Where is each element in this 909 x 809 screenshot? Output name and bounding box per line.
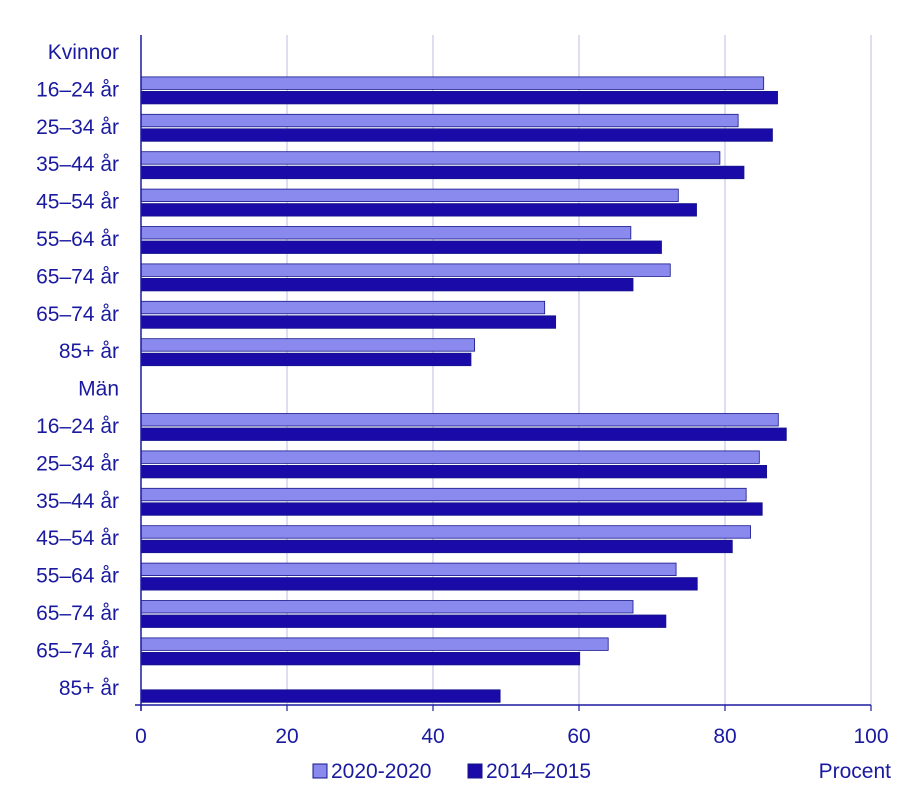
category-label: Män bbox=[78, 378, 119, 401]
x-axis-title: Procent bbox=[819, 760, 892, 783]
bar bbox=[140, 450, 760, 464]
category-label: 35–44 år bbox=[36, 490, 119, 513]
bar bbox=[140, 413, 779, 427]
bar bbox=[140, 188, 679, 203]
gridlines bbox=[286, 35, 872, 705]
category-labels: Kvinnor 16–24 år 25–34 år 35–44 år 45–54 år 5… bbox=[36, 41, 119, 700]
bar bbox=[140, 113, 739, 128]
bar bbox=[140, 614, 667, 628]
bar bbox=[140, 652, 581, 666]
legend-label-2020: 2020-2020 bbox=[331, 760, 431, 783]
x-tick-label: 80 bbox=[713, 725, 736, 748]
bar bbox=[140, 203, 697, 217]
category-label: 16–24 år bbox=[36, 78, 119, 101]
axes bbox=[135, 35, 872, 711]
legend: 2020-2020 2014–2015 bbox=[312, 760, 591, 783]
bars bbox=[140, 76, 787, 703]
bar bbox=[140, 689, 501, 703]
legend-label-2014: 2014–2015 bbox=[486, 760, 591, 783]
bar bbox=[140, 427, 787, 441]
bar bbox=[140, 539, 733, 554]
bar bbox=[140, 76, 765, 90]
bar bbox=[140, 338, 476, 352]
category-label: 25–34 år bbox=[36, 116, 119, 139]
bar bbox=[140, 128, 773, 142]
bar bbox=[140, 277, 634, 292]
category-label: 45–54 år bbox=[36, 191, 119, 214]
bar bbox=[140, 577, 698, 591]
bar bbox=[140, 151, 721, 165]
x-tick-label: 60 bbox=[567, 725, 590, 748]
category-label: 85+ år bbox=[59, 340, 119, 363]
category-label: 65–74 år bbox=[36, 639, 119, 662]
legend-swatch-2020 bbox=[312, 763, 328, 779]
category-label: 25–34 år bbox=[36, 452, 119, 475]
category-label: 65–74 år bbox=[36, 265, 119, 288]
bar bbox=[140, 600, 634, 614]
x-tick-label: 40 bbox=[421, 725, 444, 748]
x-tick-labels: 0 20 40 60 80 100 bbox=[135, 725, 888, 748]
category-label: 55–64 år bbox=[36, 565, 119, 588]
bar bbox=[140, 315, 557, 329]
x-tick-label: 20 bbox=[275, 725, 298, 748]
bar bbox=[140, 562, 677, 576]
bar bbox=[140, 464, 768, 479]
category-label: 85+ år bbox=[59, 677, 119, 700]
bar bbox=[140, 263, 671, 277]
bar bbox=[140, 525, 751, 539]
bar bbox=[140, 226, 632, 240]
category-label: 65–74 år bbox=[36, 303, 119, 326]
bar bbox=[140, 300, 546, 315]
x-tick-label: 0 bbox=[135, 725, 147, 748]
category-label: 35–44 år bbox=[36, 153, 119, 176]
category-label: 45–54 år bbox=[36, 527, 119, 550]
bar bbox=[140, 502, 763, 516]
bar bbox=[140, 240, 662, 254]
category-label: Kvinnor bbox=[48, 41, 119, 64]
bar bbox=[140, 487, 747, 502]
category-label: 65–74 år bbox=[36, 602, 119, 625]
bar bbox=[140, 165, 745, 180]
legend-swatch-2014 bbox=[467, 763, 483, 779]
category-label: 16–24 år bbox=[36, 415, 119, 438]
bar bbox=[140, 637, 609, 651]
bar bbox=[140, 91, 778, 105]
bar bbox=[140, 352, 472, 367]
category-label: 55–64 år bbox=[36, 228, 119, 251]
x-tick-label: 100 bbox=[853, 725, 888, 748]
